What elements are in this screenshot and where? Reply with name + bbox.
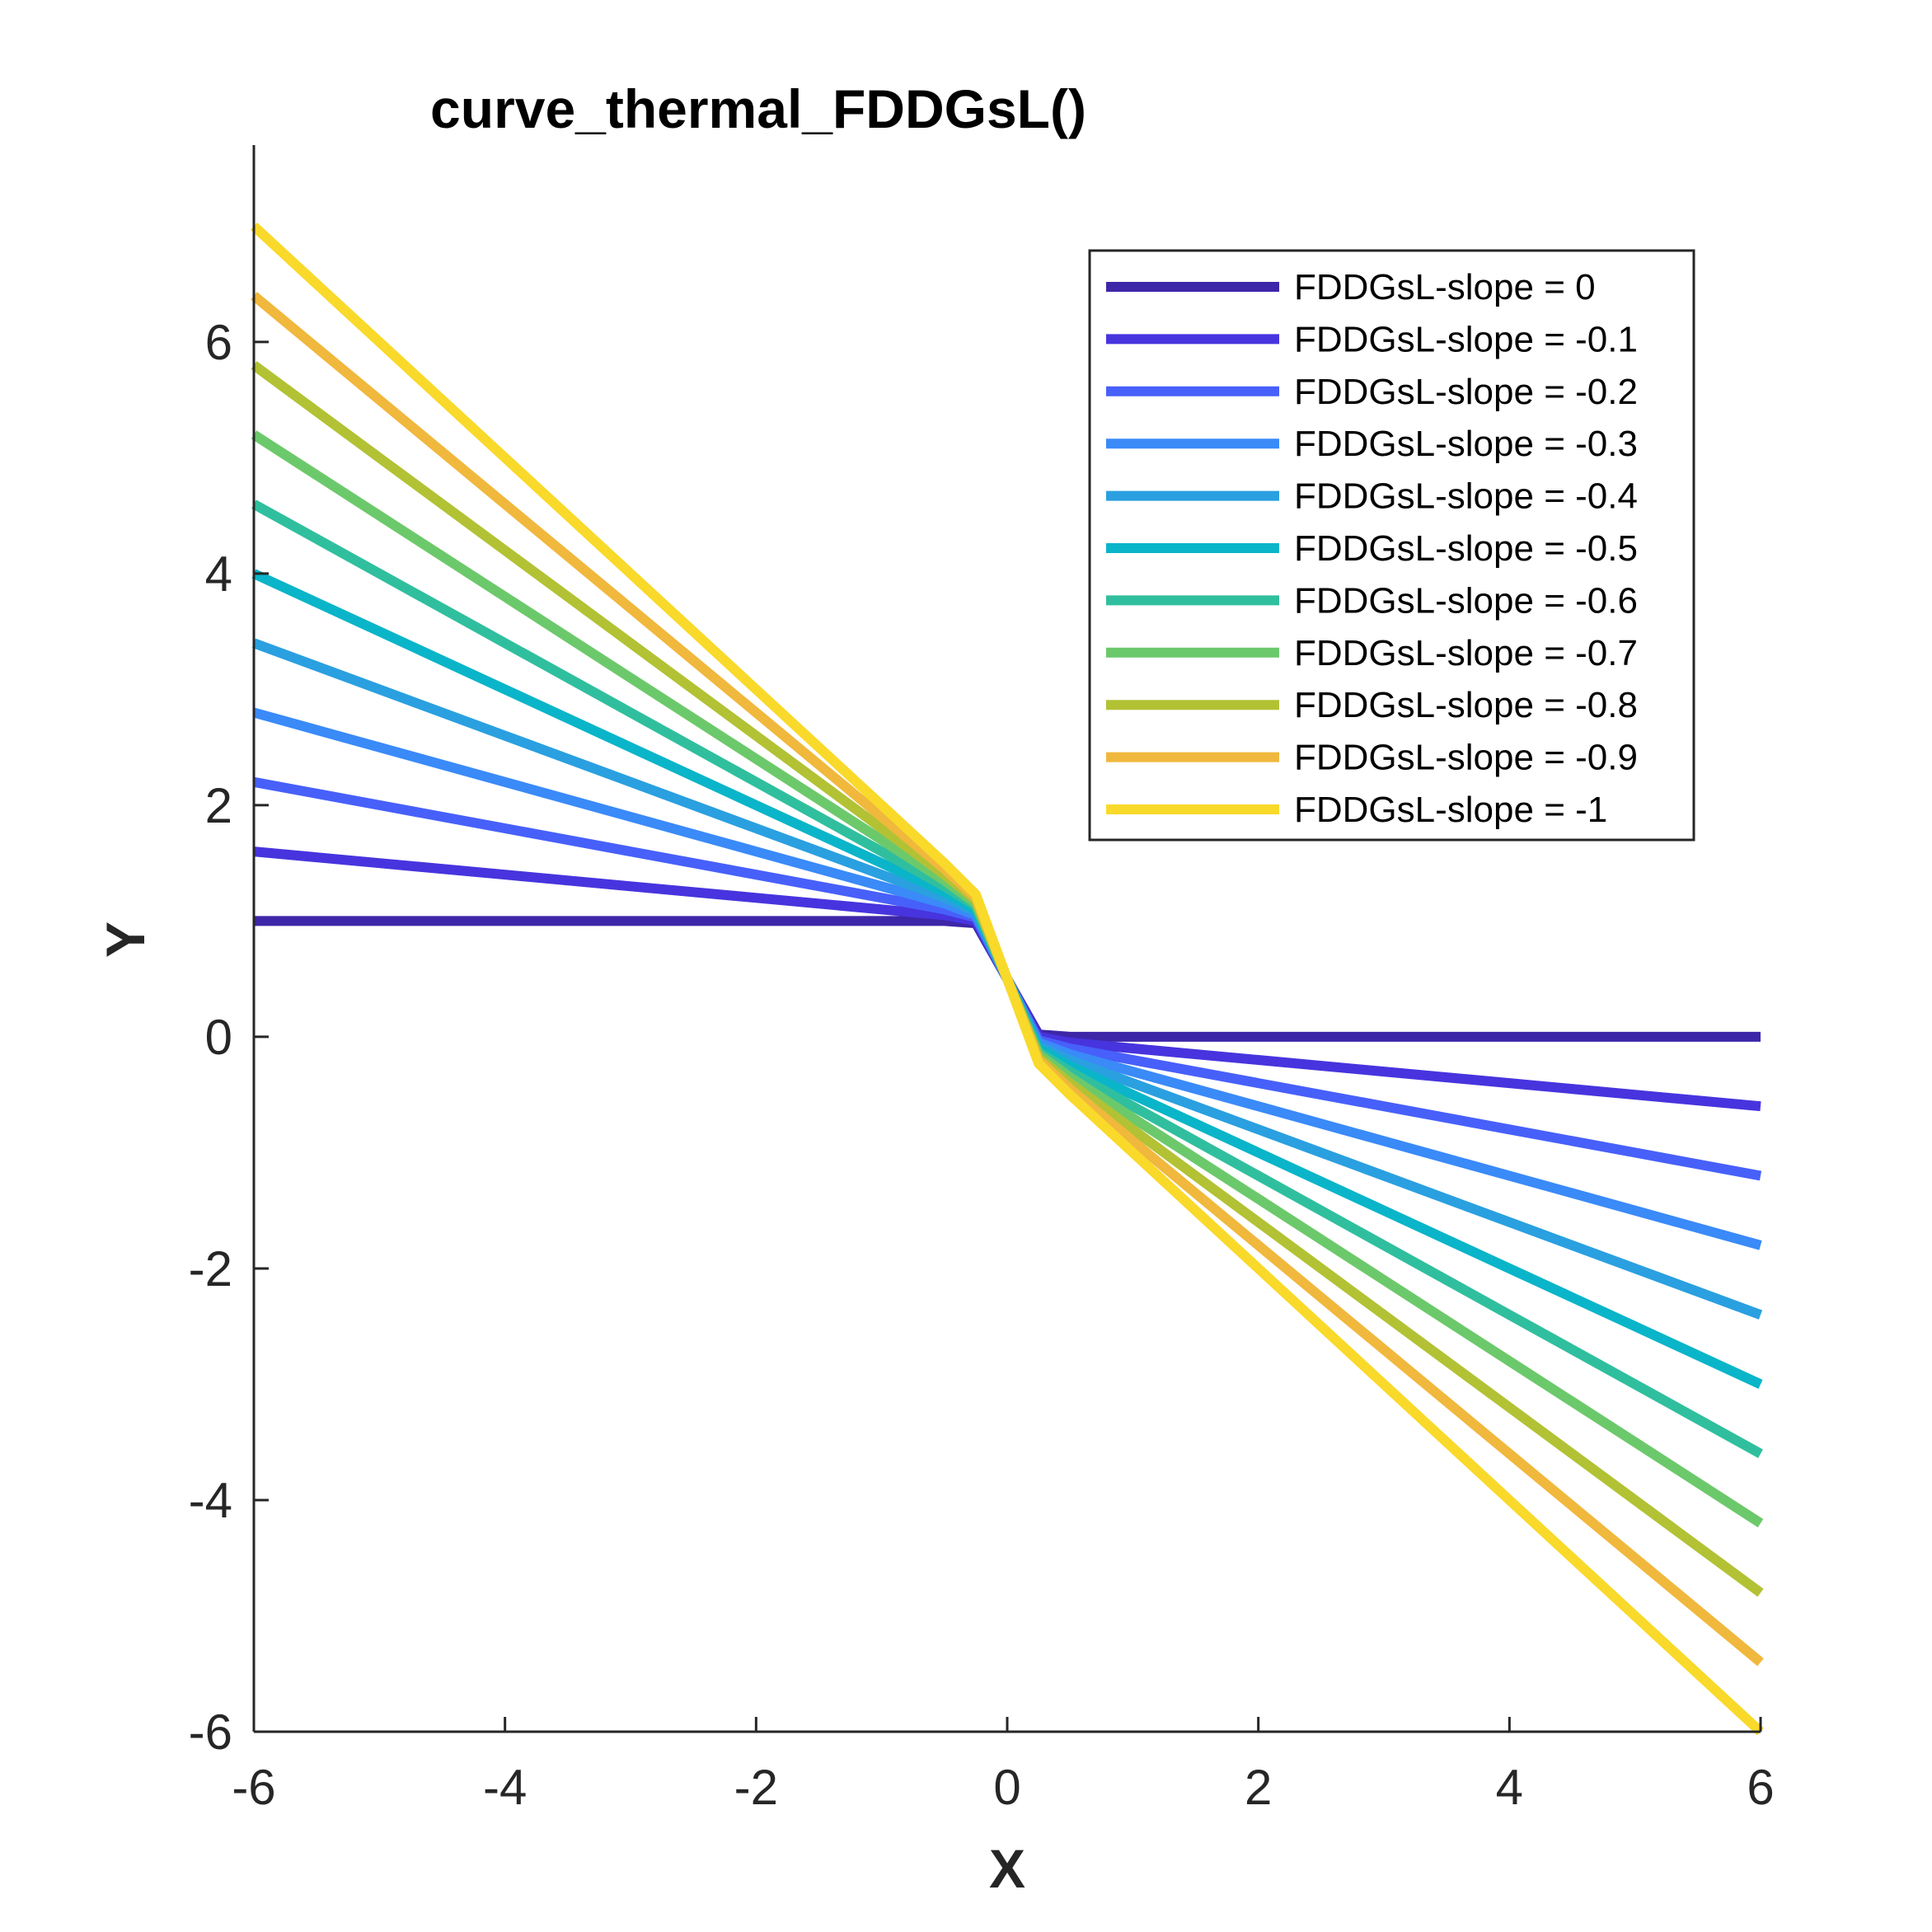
x-tick-label-1: -4 (483, 1760, 527, 1815)
y-tick-label-4: 2 (205, 778, 232, 833)
y-tick-label-1: -4 (189, 1473, 232, 1528)
y-axis-label: Y (95, 921, 156, 958)
y-tick-label-6: 6 (205, 315, 232, 370)
legend-label-4: FDDGsL-slope = -0.4 (1294, 476, 1638, 517)
legend-label-6: FDDGsL-slope = -0.6 (1294, 580, 1638, 621)
legend-label-2: FDDGsL-slope = -0.2 (1294, 372, 1638, 412)
legend-label-8: FDDGsL-slope = -0.8 (1294, 685, 1638, 725)
legend: FDDGsL-slope = 0 FDDGsL-slope = -0.1 FDDGs… (1088, 249, 1695, 842)
x-tick-label-2: -2 (734, 1760, 778, 1815)
chart-title: curve_thermal_FDDGsL() (430, 78, 1086, 139)
y-tick-label-0: -6 (189, 1705, 232, 1760)
series-layer (250, 222, 1765, 1736)
y-tick-label-5: 4 (205, 546, 232, 602)
x-axis-label: X (989, 1838, 1025, 1899)
legend-label-0: FDDGsL-slope = 0 (1294, 267, 1596, 307)
x-tick-label-5: 4 (1496, 1760, 1523, 1815)
legend-label-10: FDDGsL-slope = -1 (1294, 790, 1607, 830)
legend-label-9: FDDGsL-slope = -0.9 (1294, 738, 1638, 778)
x-tick-label-4: 2 (1245, 1760, 1272, 1815)
y-tick-label-2: -2 (189, 1241, 232, 1297)
y-tick-label-3: 0 (205, 1010, 232, 1065)
x-tick-label-6: 6 (1747, 1760, 1774, 1815)
legend-label-3: FDDGsL-slope = -0.3 (1294, 424, 1638, 464)
series-line-10 (250, 222, 1765, 1736)
x-tick-label-3: 0 (993, 1760, 1020, 1815)
axes: -6 -4 -2 0 2 4 6 -6 -4 -2 0 2 4 6 (189, 145, 1775, 1815)
legend-label-1: FDDGsL-slope = -0.1 (1294, 319, 1638, 359)
legend-label-7: FDDGsL-slope = -0.7 (1294, 633, 1638, 673)
legend-label-5: FDDGsL-slope = -0.5 (1294, 528, 1638, 569)
x-tick-label-0: -6 (232, 1760, 275, 1815)
